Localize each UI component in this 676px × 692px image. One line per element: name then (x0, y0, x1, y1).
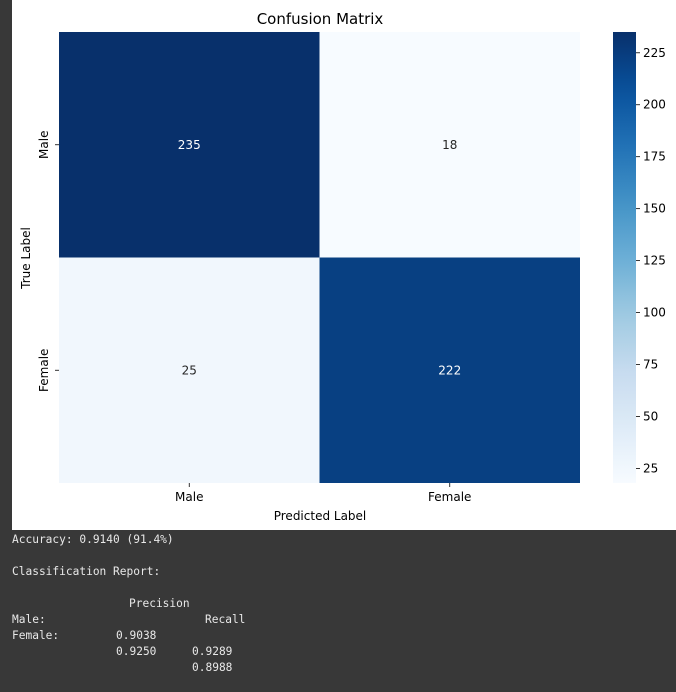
colorbar-tick-label: 150 (643, 202, 666, 216)
cell-value-label: 235 (178, 138, 201, 152)
confusion-matrix-chart: Confusion Matrix Predicted Label True La… (19, 10, 666, 523)
colorbar-tick-label: 175 (643, 150, 666, 164)
x-tick-label: Male (175, 490, 203, 504)
heatmap-cell (319, 32, 580, 258)
x-tick-labels: Male Female (175, 483, 471, 504)
confusion-matrix-figure: Confusion Matrix Predicted Label True La… (12, 0, 676, 530)
colorbar-tick-label: 200 (643, 98, 666, 112)
colorbar-tick-label: 225 (643, 46, 666, 60)
console-output: Accuracy: 0.9140 (91.4%) Classification … (0, 530, 676, 674)
colorbar-tick-label: 25 (643, 461, 658, 475)
recall-value: 0.9289 (192, 645, 233, 658)
x-tick-label: Female (428, 490, 471, 504)
y-tick-labels: Male Female (37, 131, 59, 392)
x-axis-label: Predicted Label (274, 509, 367, 523)
y-axis-label: True Label (19, 227, 33, 290)
report-header-row: Precision Recall (0, 580, 676, 626)
report-row-female: Female: 0.9250 0.8988 (0, 612, 676, 674)
accuracy-line: Accuracy: 0.9140 (91.4%) (12, 533, 174, 546)
recall-value: 0.8988 (192, 661, 233, 674)
colorbar-tick-label: 50 (643, 409, 658, 423)
precision-value: 0.9250 (116, 645, 157, 658)
recall-header: Recall (205, 613, 246, 626)
heatmap-cell (319, 257, 580, 483)
precision-value: 0.9038 (116, 629, 157, 642)
cell-value-label: 25 (182, 363, 197, 377)
colorbar (613, 32, 636, 483)
precision-header: Precision (129, 597, 190, 610)
heatmap-cell (59, 257, 320, 483)
colorbar-tick-label: 125 (643, 254, 666, 268)
y-tick-label: Female (37, 349, 51, 392)
report-title: Classification Report: (12, 565, 161, 578)
y-tick-label: Male (37, 131, 51, 159)
heatmap-cell (59, 32, 320, 258)
row-label: Male: (12, 613, 46, 626)
row-label: Female: (12, 629, 60, 642)
colorbar-tick-label: 100 (643, 306, 666, 320)
cell-value-label: 222 (438, 363, 461, 377)
report-row-male: Male: 0.9038 0.9289 (0, 596, 676, 658)
cell-value-label: 18 (442, 138, 457, 152)
chart-title: Confusion Matrix (257, 10, 384, 28)
colorbar-ticks: 25 50 75 100 125 150 175 200 225 (636, 46, 666, 475)
colorbar-tick-label: 75 (643, 358, 658, 372)
heatmap-cells: 235 18 25 222 (59, 32, 580, 483)
